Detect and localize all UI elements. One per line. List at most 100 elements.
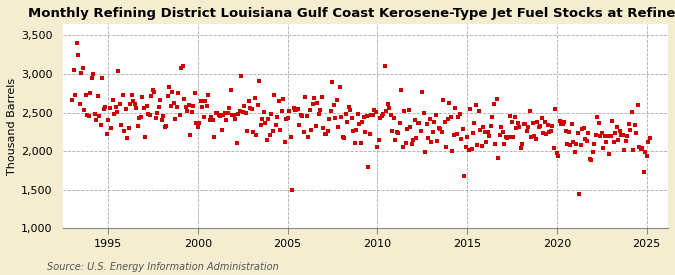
Point [342,120,353,124]
Point [80,93,91,97]
Point [458,174,469,178]
Point [121,106,132,111]
Point [88,72,99,76]
Point [246,106,257,111]
Point [323,129,333,133]
Point [531,136,541,141]
Point [324,117,335,121]
Point [191,120,202,125]
Point [630,131,641,135]
Point [325,109,336,114]
Point [559,120,570,125]
Point [276,109,287,114]
Point [608,140,619,144]
Point [155,97,166,102]
Point [277,97,288,101]
Point [560,128,571,133]
Point [637,146,647,151]
Point [402,127,412,131]
Point [400,141,411,145]
Point [169,100,180,105]
Point [578,126,589,131]
Point [629,123,640,127]
Point [474,109,485,113]
Point [532,120,543,124]
Point [535,124,545,128]
Point [115,102,126,107]
Point [635,147,646,152]
Point [161,124,171,128]
Point [178,64,188,68]
Point [310,124,321,129]
Point [184,103,194,107]
Point [309,96,320,100]
Point [616,132,626,137]
Point [250,133,261,137]
Point [297,114,308,119]
Point [294,123,305,127]
Point [232,141,242,145]
Point [321,132,332,137]
Point [344,105,354,109]
Point [581,139,592,143]
Point [481,140,492,145]
Point [201,104,212,108]
Point [158,114,169,118]
Point [94,114,105,118]
Point [363,164,374,169]
Point [472,143,483,148]
Point [143,111,154,116]
Point [195,99,206,103]
Point [190,91,200,95]
Point [514,125,524,130]
Point [255,122,266,127]
Point [261,138,272,142]
Point [339,136,350,140]
Point [490,142,501,146]
Point [590,133,601,137]
Point [632,103,643,107]
Point [448,133,459,137]
Point [583,131,593,136]
Point [394,121,405,126]
Point [207,118,218,122]
Point [523,125,534,129]
Point [256,117,267,122]
Point [227,113,238,117]
Point [512,121,523,125]
Point [271,115,282,119]
Point [547,124,558,128]
Point [545,128,556,133]
Point [429,120,439,124]
Point [304,108,315,112]
Point [575,143,586,147]
Point [104,106,115,110]
Point [315,108,326,112]
Point [222,111,233,116]
Point [479,130,490,134]
Point [79,108,90,112]
Point [544,130,555,134]
Point [554,119,565,123]
Point [312,101,323,106]
Point [86,76,97,80]
Point [218,113,229,117]
Point [279,139,290,144]
Point [378,112,389,116]
Point [399,108,410,113]
Point [90,118,101,122]
Point [340,112,351,117]
Point [248,130,259,134]
Point [327,79,338,84]
Point [483,129,493,134]
Point [264,133,275,138]
Point [412,120,423,125]
Point [562,142,572,146]
Point [450,106,460,110]
Point [192,125,203,130]
Point [517,142,528,146]
Point [605,133,616,138]
Point [607,119,618,123]
Point [233,112,244,117]
Point [574,191,585,196]
